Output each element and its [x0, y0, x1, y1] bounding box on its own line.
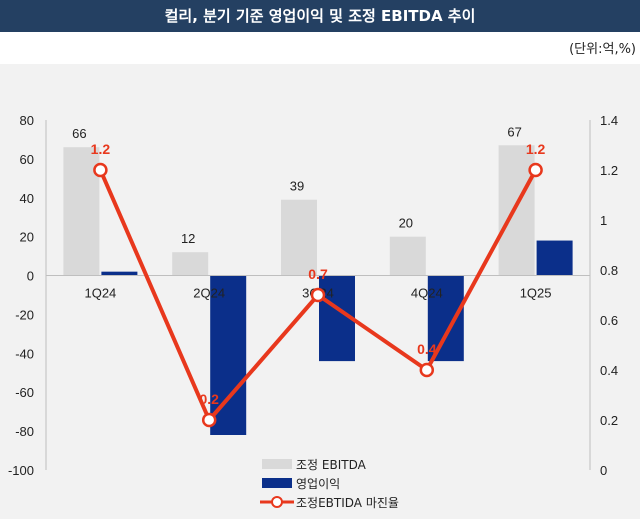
ebitda-bar: [389, 236, 426, 276]
category-label: 2Q24: [193, 286, 225, 301]
legend-label-ebitda: 조정 EBITDA: [296, 458, 367, 472]
left-tick-label: -80: [15, 424, 34, 439]
legend-swatch-ebitda: [262, 459, 292, 469]
left-tick-label: 20: [20, 230, 34, 245]
left-tick-label: 60: [20, 152, 34, 167]
left-tick-label: 80: [20, 113, 34, 128]
right-tick-label: 0.2: [600, 413, 618, 428]
category-label: 1Q24: [84, 286, 116, 301]
right-tick-label: 0.6: [600, 313, 618, 328]
right-tick-label: 0.4: [600, 363, 618, 378]
unit-note: (단위:억,%): [569, 42, 636, 57]
right-tick-label: 1.4: [600, 113, 618, 128]
operating-profit-bar: [210, 275, 247, 435]
left-tick-label: 0: [27, 269, 34, 284]
ebitda-data-label: 20: [399, 216, 413, 231]
ebitda-bar: [281, 199, 317, 276]
margin-data-label: 0.7: [308, 266, 328, 282]
ebitda-bar: [172, 252, 209, 276]
category-label: 4Q24: [411, 286, 443, 301]
ebitda-bar: [498, 145, 535, 276]
ebitda-data-label: 39: [290, 179, 304, 194]
left-tick-label: -60: [15, 385, 34, 400]
ebitda-data-label: 67: [507, 124, 521, 139]
operating-profit-bar: [536, 240, 573, 276]
margin-point: [201, 412, 217, 428]
legend-swatch-operating-profit: [262, 478, 292, 488]
right-tick-label: 1.2: [600, 163, 618, 178]
ebitda-bar: [63, 147, 100, 276]
margin-data-label: 0.4: [417, 341, 437, 357]
left-tick-label: 40: [20, 191, 34, 206]
left-tick-label: -40: [15, 346, 34, 361]
legend-marker-margin: [271, 496, 283, 508]
margin-data-label: 0.2: [199, 391, 219, 407]
margin-point: [310, 287, 326, 303]
margin-point: [528, 162, 543, 178]
right-tick-label: 1: [600, 213, 607, 228]
margin-data-label: 1.2: [526, 141, 546, 157]
margin-point: [93, 162, 108, 178]
operating-profit-bar: [427, 275, 464, 362]
legend-label-operating-profit: 영업이익: [296, 477, 340, 491]
left-tick-label: -20: [15, 307, 34, 322]
ebitda-data-label: 66: [72, 126, 86, 141]
right-tick-label: 0.8: [600, 263, 618, 278]
ebitda-data-label: 12: [181, 231, 195, 246]
left-tick-label: -100: [8, 463, 34, 478]
operating-profit-bar: [101, 271, 138, 276]
legend-label-margin: 조정EBTIDA 마진율: [296, 496, 399, 510]
category-label: 1Q25: [520, 286, 552, 301]
right-tick-label: 0: [600, 463, 607, 478]
margin-data-label: 1.2: [91, 141, 111, 157]
chart-title: 컬리, 분기 기준 영업이익 및 조정 EBITDA 추이: [0, 0, 640, 32]
margin-point: [419, 362, 435, 378]
